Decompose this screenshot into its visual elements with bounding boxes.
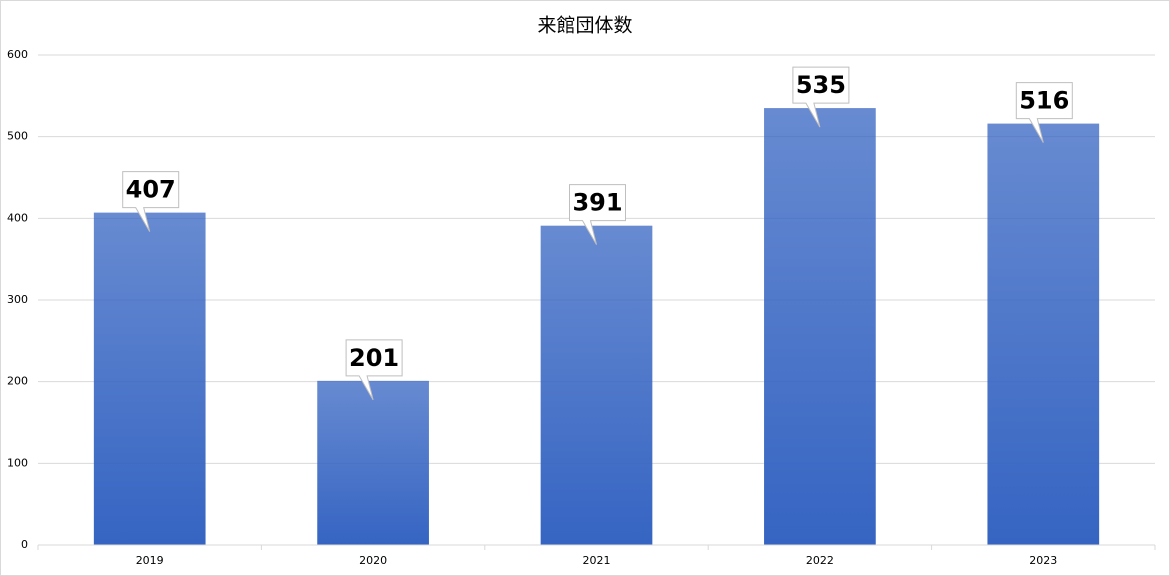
x-tick-label: 2019 bbox=[136, 554, 164, 567]
y-tick-label: 500 bbox=[7, 130, 28, 143]
data-label: 201 bbox=[349, 344, 399, 372]
data-label: 516 bbox=[1019, 87, 1069, 115]
data-label-callout bbox=[569, 184, 626, 245]
y-tick-label: 0 bbox=[21, 538, 28, 551]
bar bbox=[540, 225, 653, 545]
y-tick-label: 200 bbox=[7, 375, 28, 388]
x-tick-label: 2023 bbox=[1029, 554, 1057, 567]
data-label-callout bbox=[1015, 82, 1073, 143]
x-tick-label: 2021 bbox=[583, 554, 611, 567]
bar bbox=[764, 108, 876, 545]
bar bbox=[93, 212, 206, 545]
data-label-callout bbox=[122, 171, 180, 232]
data-label-callout bbox=[792, 66, 850, 128]
data-label-callout bbox=[345, 339, 403, 401]
data-label: 407 bbox=[126, 176, 176, 204]
y-tick-label: 600 bbox=[7, 48, 28, 61]
bar bbox=[317, 380, 429, 545]
y-tick-label: 100 bbox=[7, 456, 28, 469]
chart-title: 来館団体数 bbox=[537, 15, 632, 37]
data-label: 391 bbox=[572, 189, 622, 217]
x-tick-label: 2020 bbox=[359, 554, 387, 567]
data-label: 535 bbox=[796, 71, 846, 99]
y-tick-label: 400 bbox=[7, 211, 28, 224]
y-tick-label: 300 bbox=[7, 293, 28, 306]
bar bbox=[987, 123, 1100, 545]
x-tick-label: 2022 bbox=[806, 554, 834, 567]
